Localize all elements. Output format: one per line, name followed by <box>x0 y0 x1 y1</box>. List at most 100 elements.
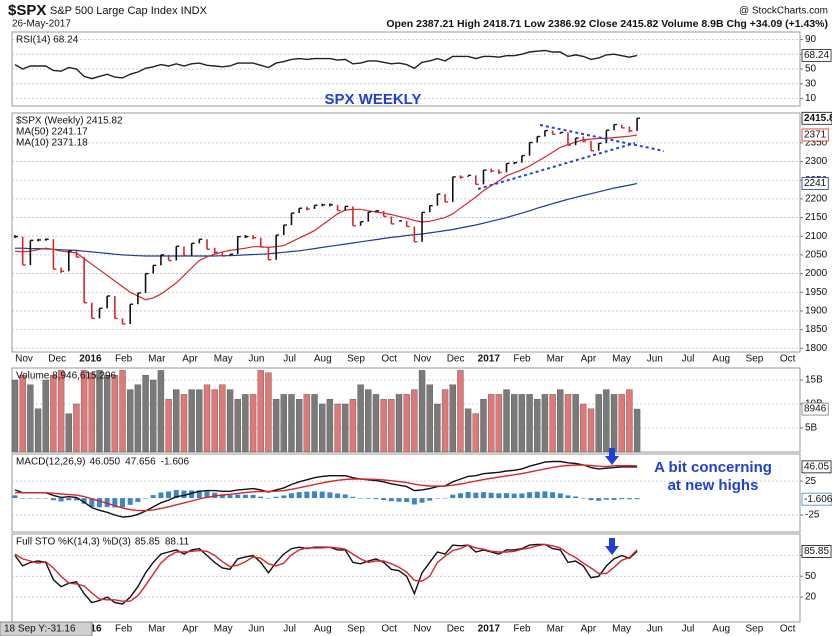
annotation: A bit concerning <box>654 459 772 476</box>
x-tick-label: Jun <box>647 624 663 635</box>
volume-bar <box>234 399 241 453</box>
volume-bar <box>11 379 19 453</box>
value-tag: 2415.82 <box>804 113 832 124</box>
y-tick-label: 15B <box>805 375 823 386</box>
volume-bar <box>165 399 172 453</box>
symbol-name: S&P 500 Large Cap Index INDX <box>50 5 208 17</box>
volume-bar <box>595 394 602 453</box>
volume-bar <box>111 375 119 453</box>
volume-bar <box>219 384 226 453</box>
chart-layer: 1030507090RSI(14) 68.2468.24180018501900… <box>11 31 832 635</box>
x-tick-label: Nov <box>414 354 432 365</box>
y-tick-label: 1900 <box>805 306 828 317</box>
volume-bar <box>626 389 633 453</box>
readout-box <box>0 621 93 636</box>
volume-bar <box>534 399 541 453</box>
volume-bar <box>34 408 42 453</box>
volume-bar <box>526 394 533 453</box>
volume-bar <box>518 394 526 453</box>
histogram-bar <box>12 495 18 499</box>
histogram-bar <box>204 491 210 499</box>
volume-bar <box>272 399 280 453</box>
value-tag: 2371 <box>804 130 827 141</box>
histogram-bar <box>127 498 133 505</box>
histogram-bar <box>634 498 640 500</box>
histogram-bar <box>158 492 164 499</box>
x-tick-label: Feb <box>115 354 133 365</box>
histogram-bar <box>480 492 486 499</box>
histogram-bar <box>434 498 440 499</box>
date: 26-May-2017 <box>12 19 71 30</box>
x-tick-label: Oct <box>780 624 796 635</box>
y-tick-label: 50 <box>805 571 817 582</box>
histogram-bar <box>166 491 172 499</box>
x-tick-label: Jun <box>647 354 663 365</box>
histogram-bar <box>550 492 556 499</box>
arrow <box>605 538 619 555</box>
volume-bar <box>326 399 334 453</box>
volume-bar <box>319 403 326 453</box>
panel <box>11 112 801 353</box>
volume-bar <box>211 389 218 453</box>
histogram-bar <box>411 498 417 505</box>
x-tick-label: Feb <box>513 354 531 365</box>
histogram-bar <box>457 493 463 499</box>
histogram-bar <box>265 498 271 499</box>
x-tick-label: Oct <box>381 624 397 635</box>
legend-entry: Volume 8,946,615,296 <box>16 371 117 382</box>
volume-bar <box>403 394 410 453</box>
histogram-bar <box>27 498 33 499</box>
volume-bar <box>249 394 257 453</box>
histogram-bar <box>626 498 632 500</box>
histogram-bar <box>242 494 248 499</box>
histogram-bar <box>404 498 410 503</box>
histogram-bar <box>511 493 517 499</box>
histogram-bar <box>619 498 625 500</box>
histogram-bar <box>373 498 379 500</box>
volume-bar <box>441 389 449 453</box>
volume-bar <box>226 389 234 453</box>
y-tick-label: 2200 <box>805 194 828 205</box>
y-tick-label: 1800 <box>805 343 828 354</box>
volume-bar <box>472 413 479 453</box>
x-tick-label: Aug <box>712 624 730 635</box>
x-tick-label: Jul <box>283 624 296 635</box>
histogram-bar <box>496 493 502 499</box>
histogram-bar <box>35 498 41 499</box>
volume-bar <box>572 394 579 453</box>
histogram-bar <box>335 493 341 499</box>
volume-bar <box>80 370 88 453</box>
x-tick-label: Apr <box>581 624 597 635</box>
histogram-bar <box>304 491 310 499</box>
x-tick-label: Aug <box>314 354 332 365</box>
x-tick-label: Dec <box>48 354 66 365</box>
histogram-bar <box>327 492 333 499</box>
histogram-bar <box>573 496 579 499</box>
x-tick-label: Aug <box>314 624 332 635</box>
volume-bar <box>157 370 165 453</box>
histogram-bar <box>143 498 149 499</box>
legend-entry: $SPX (Weekly) 2415.82 <box>16 116 123 127</box>
value-tag-box <box>801 128 829 142</box>
value-tag-box <box>801 111 832 125</box>
histogram-bar <box>565 495 571 499</box>
value-tag-box <box>801 402 829 416</box>
x-tick-label: Oct <box>780 354 796 365</box>
histogram-bar <box>96 498 102 508</box>
volume-bar <box>73 403 80 453</box>
histogram-bar <box>173 490 179 499</box>
histogram-bar <box>488 492 494 499</box>
x-tick-label: Sep <box>347 354 365 365</box>
volume-bar <box>57 370 65 453</box>
volume-bar <box>50 375 57 453</box>
histogram-bar <box>196 490 202 499</box>
indicator-line <box>14 460 638 518</box>
readout: 18 Sep Y:-31.16 <box>4 624 76 635</box>
x-tick-label: 2017 <box>478 624 501 635</box>
x-tick-label: May <box>612 624 631 635</box>
volume-bar <box>96 370 103 453</box>
y-tick-label: 30 <box>805 78 817 89</box>
volume-bar <box>633 408 641 453</box>
x-tick-label: Apr <box>182 354 198 365</box>
histogram-bar <box>135 498 141 502</box>
